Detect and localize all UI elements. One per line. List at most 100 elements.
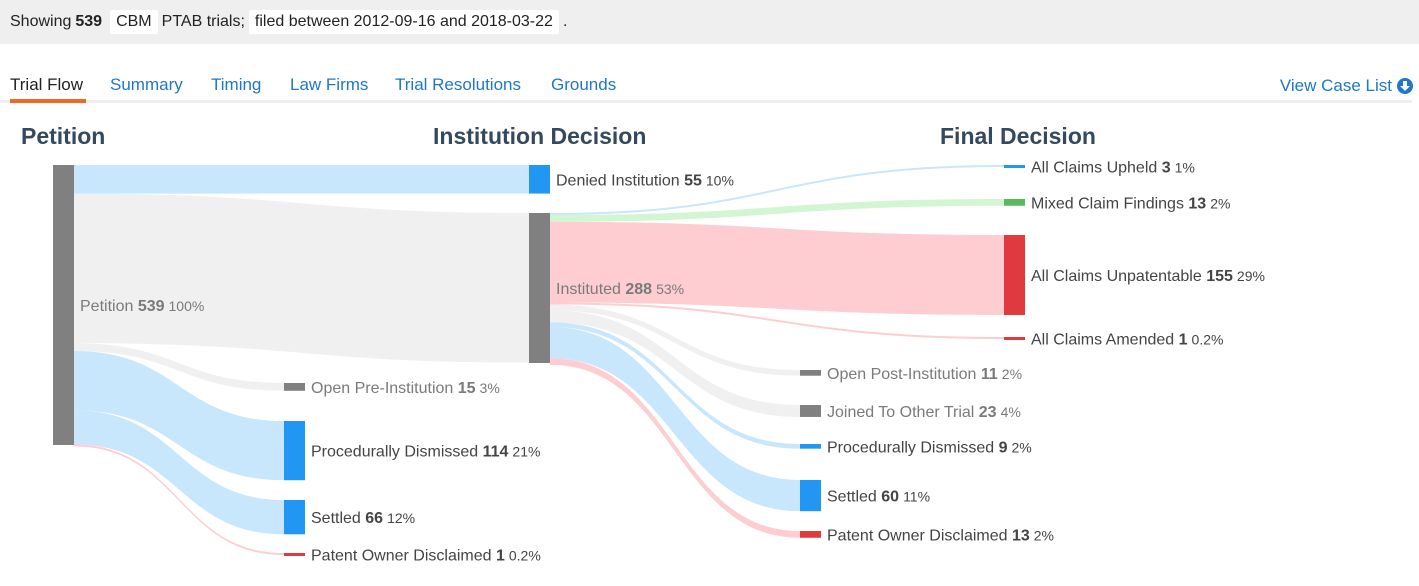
- view-case-list-label: View Case List: [1279, 76, 1392, 95]
- sankey-node-label-unpat: All Claims Unpatentable 155 29%: [1031, 268, 1265, 285]
- tab-bar-divider: [0, 100, 1412, 103]
- node-percent: 1%: [1175, 160, 1195, 176]
- node-percent: 12%: [387, 510, 415, 526]
- node-count: 3: [1162, 160, 1171, 177]
- trial-type-filter-chip[interactable]: CBM: [110, 10, 158, 34]
- sankey-link-petition-to-proc_dis_pre[interactable]: [74, 350, 284, 481]
- sankey-node-open_pre[interactable]: [284, 383, 305, 391]
- sankey-node-proc_dis_pre[interactable]: [284, 421, 305, 481]
- node-name: Joined To Other Trial: [827, 404, 979, 421]
- sankey-node-petition[interactable]: [53, 165, 74, 445]
- node-name: Instituted: [556, 281, 625, 298]
- sankey-node-label-joined: Joined To Other Trial 23 4%: [827, 404, 1021, 421]
- sankey-node-unpat[interactable]: [1004, 235, 1025, 315]
- node-percent: 4%: [1001, 404, 1021, 420]
- sankey-node-amended[interactable]: [1004, 337, 1025, 340]
- sankey-node-denied[interactable]: [529, 165, 550, 194]
- sankey-node-upheld[interactable]: [1004, 165, 1025, 168]
- sankey-link-instituted-to-amended[interactable]: [550, 302, 1004, 340]
- sankey-node-pod_pre[interactable]: [284, 553, 305, 556]
- sankey-node-label-upheld: All Claims Upheld 3 1%: [1031, 160, 1195, 177]
- node-name: All Claims Amended: [1031, 332, 1179, 349]
- tab-grounds[interactable]: Grounds: [551, 75, 617, 94]
- node-count: 9: [999, 439, 1008, 456]
- sankey-link-petition-to-settled_pre[interactable]: [74, 410, 284, 535]
- node-count: 13: [1188, 195, 1206, 212]
- node-name: Denied Institution: [556, 172, 684, 189]
- node-count: 155: [1206, 268, 1233, 285]
- sankey-node-open_post[interactable]: [800, 370, 821, 376]
- filter-suffix: .: [562, 13, 568, 30]
- node-percent: 3%: [480, 380, 500, 396]
- node-name: Open Pre-Institution: [311, 380, 458, 397]
- tab-trial-flow[interactable]: Trial Flow: [10, 75, 84, 94]
- sankey-link-petition-to-pod_pre[interactable]: [74, 444, 284, 555]
- node-count: 1: [1179, 332, 1188, 349]
- node-name: Mixed Claim Findings: [1031, 195, 1188, 212]
- sankey-link-instituted-to-pod_post[interactable]: [550, 358, 800, 538]
- sankey-link-instituted-to-joined[interactable]: [550, 310, 800, 417]
- sankey-node-proc_dis_post[interactable]: [800, 444, 821, 449]
- node-name: Settled: [311, 510, 365, 527]
- sankey-link-instituted-to-mixed[interactable]: [550, 199, 1004, 222]
- node-name: Patent Owner Disclaimed: [311, 548, 496, 565]
- sankey-node-label-settled_pre: Settled 66 12%: [311, 510, 415, 527]
- sankey-nodes: Petition 539 100% Denied Institution 55 10%…: [53, 160, 1265, 565]
- node-count: 288: [625, 281, 652, 298]
- sankey-node-joined[interactable]: [800, 405, 821, 417]
- active-tab-indicator: [10, 99, 86, 103]
- node-percent: 2%: [1012, 439, 1032, 455]
- sankey-node-settled_pre[interactable]: [284, 500, 305, 535]
- sankey-node-label-pod_pre: Patent Owner Disclaimed 1 0.2%: [311, 548, 541, 565]
- sankey-link-petition-to-denied[interactable]: [74, 165, 529, 194]
- tab-law-firms[interactable]: Law Firms: [290, 75, 369, 94]
- sankey-node-label-mixed: Mixed Claim Findings 13 2%: [1031, 195, 1230, 212]
- date-range-filter-chip[interactable]: filed between 2012-09-16 and 2018-03-22: [248, 10, 559, 34]
- sankey-node-label-open_post: Open Post-Institution 11 2%: [827, 366, 1022, 383]
- sankey-link-instituted-to-open_post[interactable]: [550, 304, 800, 376]
- node-percent: 11%: [903, 489, 930, 505]
- sankey-node-label-settled_post: Settled 60 11%: [827, 489, 930, 506]
- sankey-link-instituted-to-settled_post[interactable]: [550, 326, 800, 512]
- node-count: 55: [684, 172, 702, 189]
- node-count: 13: [1012, 527, 1030, 544]
- sankey-node-mixed[interactable]: [1004, 199, 1025, 206]
- sankey-node-label-pod_post: Patent Owner Disclaimed 13 2%: [827, 527, 1054, 544]
- trial-count: 539: [75, 13, 103, 30]
- sankey-link-instituted-to-proc_dis_post[interactable]: [550, 322, 800, 449]
- sankey-node-instituted[interactable]: [529, 213, 550, 363]
- node-percent: 0.2%: [1192, 332, 1224, 348]
- sankey-node-label-proc_dis_post: Procedurally Dismissed 9 2%: [827, 439, 1032, 456]
- node-count: 60: [881, 489, 899, 506]
- filter-summary-bar: Showing 539 CBM PTAB trials; filed betwe…: [0, 0, 1419, 44]
- node-percent: 100%: [169, 298, 205, 314]
- node-count: 11: [981, 366, 998, 383]
- node-count: 23: [979, 404, 997, 421]
- sankey-node-label-denied: Denied Institution 55 10%: [556, 172, 734, 189]
- node-count: 114: [483, 444, 509, 461]
- sankey-link-petition-to-instituted[interactable]: [74, 193, 529, 363]
- sankey-node-pod_post[interactable]: [800, 531, 821, 538]
- node-name: Patent Owner Disclaimed: [827, 527, 1012, 544]
- node-percent: 2%: [1002, 366, 1022, 382]
- filter-middle-text: PTAB trials;: [161, 13, 245, 30]
- node-percent: 21%: [512, 444, 540, 460]
- view-case-list-link[interactable]: View Case List: [1280, 76, 1413, 96]
- node-name: Settled: [827, 489, 881, 506]
- sankey-link-petition-to-open_pre[interactable]: [74, 343, 284, 391]
- sankey-link-instituted-to-unpat[interactable]: [550, 221, 1004, 315]
- tab-bar: Trial Flow Summary Timing Law Firms Tria…: [0, 70, 1419, 104]
- node-name: Open Post-Institution: [827, 366, 981, 383]
- node-percent: 0.2%: [509, 548, 541, 564]
- tab-summary[interactable]: Summary: [110, 75, 183, 94]
- tab-trial-resolutions[interactable]: Trial Resolutions: [395, 75, 521, 94]
- node-name: All Claims Upheld: [1031, 160, 1162, 177]
- node-percent: 29%: [1237, 268, 1265, 284]
- sankey-node-settled_post[interactable]: [800, 480, 821, 512]
- tab-timing[interactable]: Timing: [211, 75, 262, 94]
- filter-prefix: Showing: [10, 13, 72, 30]
- sankey-links: [74, 165, 1004, 555]
- sankey-node-label-petition: Petition 539 100%: [80, 298, 204, 315]
- sankey-link-instituted-to-upheld[interactable]: [550, 165, 1004, 215]
- node-percent: 2%: [1034, 527, 1054, 543]
